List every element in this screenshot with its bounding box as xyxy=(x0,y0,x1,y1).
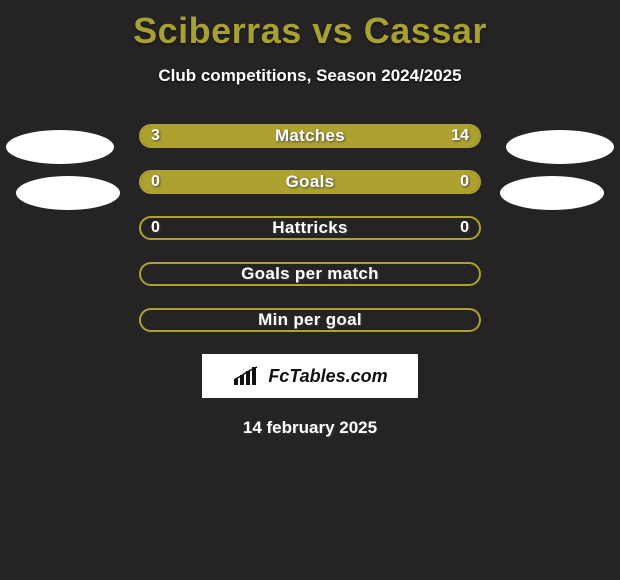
stat-row: Goals per match xyxy=(139,262,481,286)
player-right-avatar-top xyxy=(506,130,614,164)
stat-label: Matches xyxy=(141,126,479,146)
chart-bars-icon xyxy=(232,365,262,387)
footer-date: 14 february 2025 xyxy=(0,418,620,438)
stat-label: Goals per match xyxy=(141,264,479,284)
subtitle: Club competitions, Season 2024/2025 xyxy=(0,66,620,86)
stat-row: Min per goal xyxy=(139,308,481,332)
page-title: Sciberras vs Cassar xyxy=(0,10,620,52)
stat-value-left: 0 xyxy=(151,172,160,192)
stat-label: Hattricks xyxy=(141,218,479,238)
stat-value-right: 14 xyxy=(451,126,469,146)
branding-text: FcTables.com xyxy=(268,366,387,387)
stat-value-right: 0 xyxy=(460,218,469,238)
player-left-avatar-top xyxy=(6,130,114,164)
stat-value-left: 3 xyxy=(151,126,160,146)
stat-value-right: 0 xyxy=(460,172,469,192)
stat-row: Hattricks0 0 xyxy=(139,216,481,240)
stat-label: Min per goal xyxy=(141,310,479,330)
player-left-avatar-bottom xyxy=(16,176,120,210)
comparison-arena: Matches314Goals00Hattricks00Goals per ma… xyxy=(0,124,620,332)
branding-badge: FcTables.com xyxy=(202,354,418,398)
stat-row: Goals0 0 xyxy=(139,170,481,194)
stat-row: Matches3 14 xyxy=(139,124,481,148)
stat-label: Goals xyxy=(141,172,479,192)
player-right-avatar-bottom xyxy=(500,176,604,210)
stat-value-left: 0 xyxy=(151,218,160,238)
